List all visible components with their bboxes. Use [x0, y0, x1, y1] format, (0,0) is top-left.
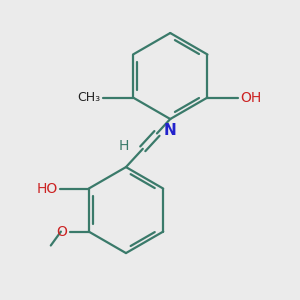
Text: H: H — [118, 139, 129, 153]
Text: N: N — [163, 123, 176, 138]
Text: OH: OH — [240, 91, 262, 104]
Text: O: O — [56, 225, 67, 238]
Text: HO: HO — [37, 182, 58, 196]
Text: CH₃: CH₃ — [77, 91, 100, 104]
